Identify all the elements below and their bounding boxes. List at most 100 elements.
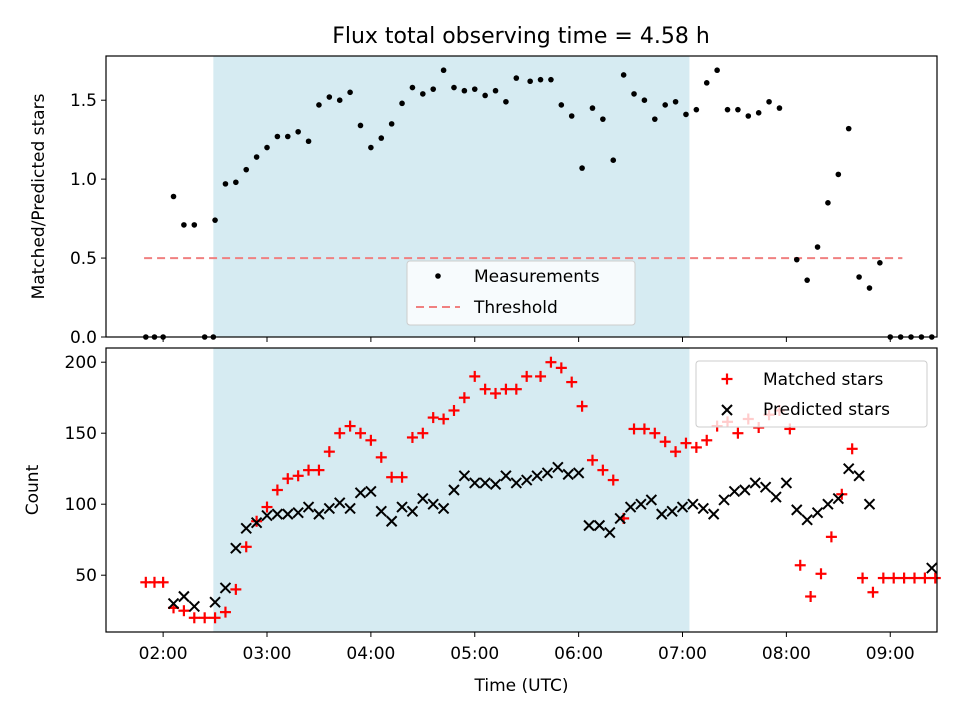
measurement-point — [316, 102, 322, 108]
predicted-star-point — [656, 508, 668, 520]
count-y-tick-label: 150 — [65, 424, 97, 444]
measurement-point — [357, 122, 364, 129]
predicted-star-point — [458, 470, 471, 482]
x-marker-b — [676, 501, 689, 513]
measurement-point — [222, 181, 229, 187]
matched-star-point — [805, 591, 817, 602]
measurement-point — [503, 98, 509, 105]
x-marker-b — [656, 508, 668, 520]
x-marker-b — [718, 494, 730, 506]
measurement-point — [378, 135, 385, 141]
predicted-star-point — [832, 492, 845, 505]
ratio-y-axis-label: Matched/Predicted stars — [29, 93, 49, 299]
matched-star-point — [919, 572, 931, 584]
measurement-point — [336, 97, 343, 104]
measurement-point — [652, 116, 658, 122]
measurement-point — [388, 121, 395, 127]
measurement-point — [191, 222, 198, 228]
x-marker-b — [749, 477, 761, 489]
measurement-point — [170, 193, 177, 200]
measurement-point — [620, 72, 627, 78]
predicted-star-point — [822, 498, 834, 510]
x-marker-b — [801, 514, 813, 526]
measurement-point — [856, 274, 862, 280]
measurement-point — [804, 277, 810, 283]
matched-star-point — [396, 471, 408, 483]
time-x-axis-label: Time (UTC) — [474, 676, 569, 696]
predicted-star-point — [188, 600, 201, 613]
matched-star-point — [607, 474, 619, 486]
x-marker-b — [230, 542, 242, 554]
matched-star-point — [670, 446, 682, 458]
legend-measurements-marker — [435, 273, 441, 279]
matched-star-point — [929, 572, 941, 584]
ratio-y-tick-label: 1.5 — [70, 91, 97, 111]
matched-star-point — [545, 356, 557, 368]
x-marker-b — [780, 477, 793, 489]
count-y-tick-label: 50 — [75, 566, 97, 586]
predicted-star-point — [282, 508, 294, 520]
x-marker-b — [500, 470, 512, 482]
x-marker-b — [687, 498, 699, 510]
legend-predicted-marker — [721, 404, 733, 416]
x-marker-b — [572, 467, 585, 479]
ratio-panel: 0.0 0.5 1.0 1.5 Matched/Predicted stars Mea… — [29, 55, 938, 348]
matched-star-point — [535, 370, 547, 382]
measurement-point — [527, 78, 533, 85]
x-marker-b — [635, 498, 647, 510]
matched-star-point — [490, 387, 502, 399]
time-x-tick-label: 02:00 — [139, 644, 188, 664]
x-marker-b — [842, 462, 855, 475]
time-x-tick-label: 05:00 — [450, 644, 499, 664]
ratio-y-tick-label: 0.0 — [70, 328, 97, 348]
predicted-star-point — [167, 597, 180, 610]
predicted-star-point — [635, 498, 647, 510]
matched-star-point — [479, 383, 491, 395]
legend-measurements-label: Measurements — [474, 267, 600, 287]
predicted-star-point — [344, 502, 356, 515]
predicted-star-point — [531, 470, 543, 482]
matched-star-point — [846, 443, 858, 455]
predicted-star-point — [645, 494, 658, 506]
x-marker-b — [541, 467, 554, 479]
count-legend-frame — [695, 360, 928, 428]
x-marker-b — [697, 502, 709, 515]
measurement-point — [793, 256, 800, 263]
predicted-star-point — [178, 590, 190, 603]
measurement-point — [610, 157, 617, 163]
x-marker-b — [261, 509, 273, 522]
matched-star-point — [313, 464, 325, 476]
x-marker-b — [614, 512, 626, 525]
measurement-point — [845, 125, 852, 132]
predicted-star-point — [676, 501, 689, 513]
time-x-axis: 02:00 03:00 04:00 05:00 06:00 07:00 08:00 09:00 — [139, 632, 915, 664]
predicted-star-point — [448, 484, 460, 496]
x-marker-b — [604, 526, 616, 539]
count-panel: 50 100 150 200 02:00 03:00 04:00 05:00 06:00 07:… — [23, 347, 941, 696]
x-marker-b — [469, 477, 481, 489]
matched-star-point — [188, 612, 200, 624]
x-marker-b — [520, 474, 533, 486]
measurement-point — [755, 110, 762, 116]
predicted-star-point — [209, 596, 221, 608]
x-marker-b — [666, 505, 678, 518]
measurement-point — [745, 113, 752, 119]
predicted-star-point — [334, 497, 346, 509]
predicted-star-point — [354, 487, 367, 499]
ratio-x-ticks — [162, 337, 891, 342]
predicted-star-point — [593, 519, 606, 532]
predicted-star-point — [770, 491, 782, 503]
x-marker-b — [791, 504, 803, 516]
x-marker-b — [926, 562, 938, 574]
predicted-star-point — [271, 508, 284, 520]
x-marker-b — [624, 501, 637, 513]
legend-predicted-label: Predicted stars — [763, 400, 890, 420]
legend-matched-marker — [721, 373, 733, 385]
measurement-point — [589, 105, 596, 111]
matched-star-point — [680, 437, 692, 449]
matched-star-point — [261, 501, 273, 513]
x-marker-b — [219, 582, 232, 594]
predicted-star-point — [437, 502, 450, 515]
matched-star-point — [323, 446, 335, 458]
